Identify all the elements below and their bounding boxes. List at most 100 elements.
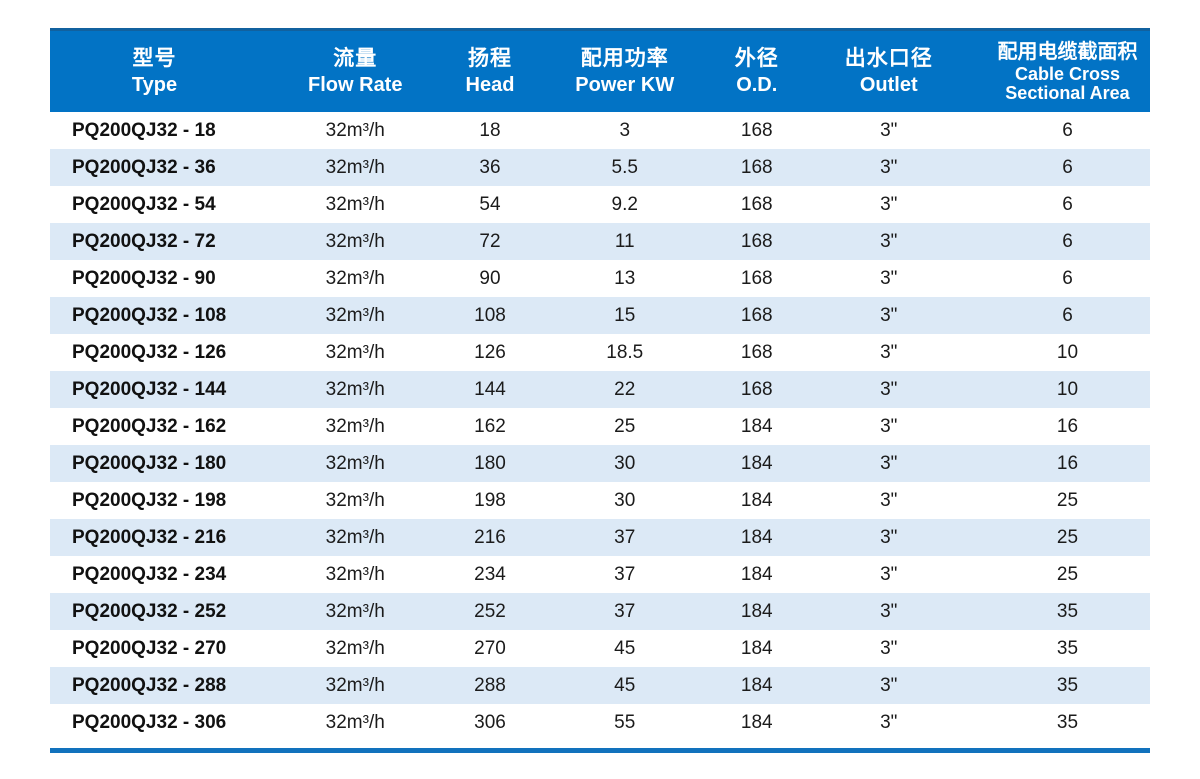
cell-type: PQ200QJ32 - 288 (50, 667, 259, 704)
col-header-head-en: Head (465, 73, 515, 96)
table-header: 型号 Type 流量 Flow Rate 扬程 Head 配用功率 Power … (50, 28, 1150, 112)
cell-type: PQ200QJ32 - 306 (72, 711, 227, 733)
cell-flow-rate: 32m³/h (259, 593, 452, 630)
cell-type: PQ200QJ32 - 252 (50, 593, 259, 630)
cell-power-kw: 13 (614, 267, 636, 289)
table-row: PQ200QJ32 - 36 32m³/h 36 5.5 168 3" 6 (50, 149, 1150, 186)
cell-head: 216 (451, 519, 529, 556)
cell-head: 18 (479, 119, 501, 141)
cell-power-kw: 22 (528, 371, 721, 408)
cell-type: PQ200QJ32 - 108 (50, 297, 259, 334)
table-body: PQ200QJ32 - 18 32m³/h 18 3 168 3" 6 PQ200QJ32 -… (50, 112, 1150, 741)
cell-head: 144 (451, 371, 529, 408)
cell-od: 184 (740, 563, 773, 585)
cell-flow-rate: 32m³/h (259, 371, 452, 408)
cell-outlet: 3" (880, 193, 898, 215)
col-header-od: 外径 O.D. (721, 28, 793, 112)
col-header-type-en: Type (131, 73, 178, 96)
cell-power-kw: 37 (614, 563, 636, 585)
cell-cable-area: 16 (985, 445, 1150, 482)
col-header-cable-area-en-line1: Cable Cross (1014, 63, 1121, 84)
cell-power-kw: 18.5 (606, 341, 644, 363)
cell-flow-rate: 32m³/h (259, 667, 452, 704)
table-row: PQ200QJ32 - 144 32m³/h 144 22 168 3" 10 (50, 371, 1150, 408)
cell-cable-area: 35 (1056, 711, 1079, 733)
cell-head: 126 (474, 341, 506, 363)
cell-od: 168 (721, 149, 793, 186)
cell-od: 184 (740, 637, 773, 659)
cell-od: 184 (740, 711, 773, 733)
col-header-flow-rate: 流量 Flow Rate (259, 28, 452, 112)
col-header-cable-area-en-line2: Sectional Area (1005, 83, 1130, 103)
col-header-head-zh: 扬程 (468, 47, 512, 71)
cell-power-kw: 5.5 (528, 149, 721, 186)
col-header-flow-rate-zh: 流量 (333, 47, 378, 71)
table-row: PQ200QJ32 - 108 32m³/h 108 15 168 3" 6 (50, 297, 1150, 334)
cell-cable-area: 10 (985, 371, 1150, 408)
table-row: PQ200QJ32 - 18 32m³/h 18 3 168 3" 6 (50, 112, 1150, 149)
cell-flow-rate: 32m³/h (259, 297, 452, 334)
cell-od: 184 (721, 593, 793, 630)
cell-type: PQ200QJ32 - 54 (72, 193, 216, 215)
table-row: PQ200QJ32 - 216 32m³/h 216 37 184 3" 25 (50, 519, 1150, 556)
cell-type: PQ200QJ32 - 18 (72, 119, 216, 141)
cell-cable-area: 16 (1056, 415, 1079, 437)
cell-cable-area: 6 (985, 149, 1150, 186)
col-header-cable-area-zh: 配用电缆截面积 (997, 40, 1138, 63)
cell-outlet: 3" (880, 415, 898, 437)
cell-head: 36 (451, 149, 529, 186)
header-row: 型号 Type 流量 Flow Rate 扬程 Head 配用功率 Power … (50, 28, 1150, 112)
cell-head: 198 (474, 489, 506, 511)
col-header-od-en: O.D. (736, 73, 778, 96)
cell-power-kw: 11 (528, 223, 721, 260)
cell-outlet: 3" (792, 223, 985, 260)
cell-cable-area: 6 (1062, 193, 1073, 215)
cell-head: 306 (474, 711, 506, 733)
cell-outlet: 3" (880, 489, 898, 511)
col-header-head: 扬程 Head (451, 28, 529, 112)
cell-outlet: 3" (880, 119, 898, 141)
cell-power-kw: 45 (614, 637, 636, 659)
cell-outlet: 3" (880, 267, 898, 289)
cell-flow-rate: 32m³/h (325, 119, 385, 141)
cell-power-kw: 30 (614, 489, 636, 511)
cell-flow-rate: 32m³/h (259, 223, 452, 260)
cell-head: 180 (451, 445, 529, 482)
table-row: PQ200QJ32 - 288 32m³/h 288 45 184 3" 35 (50, 667, 1150, 704)
cell-flow-rate: 32m³/h (325, 341, 385, 363)
cell-type: PQ200QJ32 - 270 (72, 637, 227, 659)
cell-od: 168 (721, 297, 793, 334)
cell-outlet: 3" (792, 445, 985, 482)
cell-outlet: 3" (792, 519, 985, 556)
cell-type: PQ200QJ32 - 126 (72, 341, 227, 363)
cell-outlet: 3" (792, 149, 985, 186)
cell-cable-area: 6 (1062, 267, 1073, 289)
cell-power-kw: 45 (528, 667, 721, 704)
cell-cable-area: 25 (1056, 563, 1079, 585)
cell-outlet: 3" (792, 297, 985, 334)
cell-power-kw: 37 (528, 519, 721, 556)
cell-head: 54 (479, 193, 501, 215)
cell-head: 252 (451, 593, 529, 630)
col-header-cable-area: 配用电缆截面积 Cable Cross Sectional Area (985, 28, 1150, 112)
cell-od: 184 (740, 489, 773, 511)
table-row: PQ200QJ32 - 234 32m³/h 234 37 184 3" 25 (50, 556, 1150, 593)
table-row: PQ200QJ32 - 90 32m³/h 90 13 168 3" 6 (50, 260, 1150, 297)
cell-od: 168 (740, 267, 773, 289)
cell-type: PQ200QJ32 - 162 (72, 415, 227, 437)
cell-cable-area: 35 (985, 667, 1150, 704)
table-row: PQ200QJ32 - 180 32m³/h 180 30 184 3" 16 (50, 445, 1150, 482)
cell-flow-rate: 32m³/h (325, 193, 385, 215)
table-row: PQ200QJ32 - 162 32m³/h 162 25 184 3" 16 (50, 408, 1150, 445)
cell-od: 184 (721, 445, 793, 482)
cell-power-kw: 9.2 (611, 193, 638, 215)
cell-power-kw: 55 (614, 711, 636, 733)
cell-cable-area: 6 (985, 223, 1150, 260)
col-header-type: 型号 Type (50, 28, 259, 112)
cell-flow-rate: 32m³/h (325, 267, 385, 289)
table-row: PQ200QJ32 - 126 32m³/h 126 18.5 168 3" 10 (50, 334, 1150, 371)
table-row: PQ200QJ32 - 306 32m³/h 306 55 184 3" 35 (50, 704, 1150, 741)
table-row: PQ200QJ32 - 270 32m³/h 270 45 184 3" 35 (50, 630, 1150, 667)
cell-type: PQ200QJ32 - 72 (50, 223, 259, 260)
